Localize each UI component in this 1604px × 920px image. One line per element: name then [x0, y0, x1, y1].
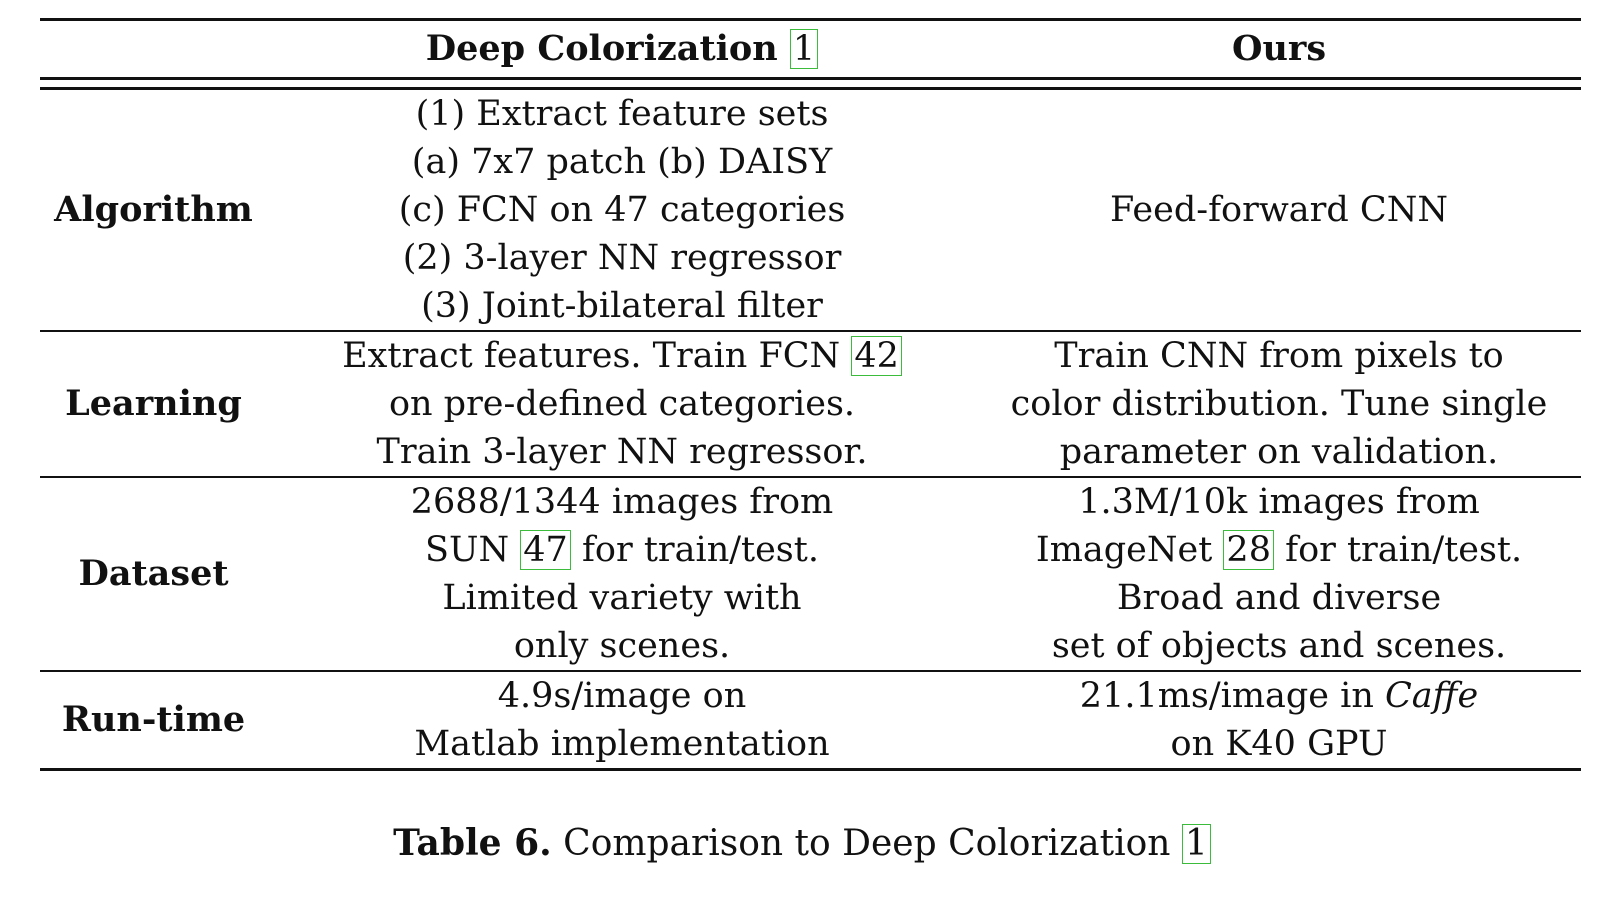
learning-ours-line: Train CNN from pixels to: [1054, 336, 1504, 376]
table-caption: Table 6. Comparison to Deep Colorization…: [0, 822, 1604, 864]
algorithm-deep-line: (3) Joint-bilateral filter: [421, 286, 823, 326]
dataset-ours-line: set of objects and scenes.: [1051, 626, 1507, 666]
algorithm-ours-cell: Feed-forward CNN: [1110, 190, 1448, 230]
dataset-ours-text: for train/test.: [1285, 530, 1523, 570]
citation-link[interactable]: 42: [851, 336, 902, 376]
algorithm-deep-line: (1) Extract feature sets: [415, 94, 829, 134]
learning-deep-text: Extract features. Train FCN: [342, 336, 841, 376]
runtime-ours-line: 21.1ms/image in Caffe: [977, 672, 1581, 720]
learning-ours-line: parameter on validation.: [1059, 432, 1499, 472]
table-row-algorithm: Algorithm (1) Extract feature sets (a) 7…: [40, 90, 1581, 330]
runtime-deep-cell: 4.9s/image on Matlab implementation: [267, 672, 977, 768]
learning-deep-line: on pre-defined categories.: [388, 384, 856, 424]
dataset-deep-line: SUN 47 for train/test.: [267, 526, 977, 574]
learning-ours-line: color distribution. Tune single: [1010, 384, 1548, 424]
runtime-deep-line: 4.9s/image on: [497, 676, 747, 716]
runtime-ours-line: on K40 GPU: [1170, 724, 1388, 764]
algorithm-deep-line: (a) 7x7 patch (b) DAISY: [411, 142, 833, 182]
learning-ours-cell: Train CNN from pixels to color distribut…: [977, 332, 1581, 476]
bottom-rule: [40, 768, 1581, 771]
learning-deep-cell: Extract features. Train FCN 42 on pre-de…: [267, 332, 977, 476]
caption-label: Table 6.: [393, 822, 552, 864]
row-label-runtime: Run-time: [61, 699, 246, 740]
row-divider: [40, 670, 1581, 672]
runtime-ours-text: 21.1ms/image in: [1079, 676, 1374, 716]
algorithm-deep-line: (c) FCN on 47 categories: [398, 190, 846, 230]
row-label-algorithm: Algorithm: [54, 189, 253, 230]
citation-link[interactable]: 28: [1223, 530, 1274, 570]
dataset-ours-line: Broad and diverse: [1116, 578, 1442, 618]
table-row-dataset: Dataset 2688/1344 images from SUN 47 for…: [40, 478, 1581, 670]
dataset-deep-line: 2688/1344 images from: [410, 482, 834, 522]
dataset-ours-line: ImageNet 28 for train/test.: [977, 526, 1581, 574]
runtime-ours-framework: Caffe: [1385, 676, 1479, 716]
dataset-deep-text: for train/test.: [581, 530, 819, 570]
dataset-ours-text: ImageNet: [1035, 530, 1213, 570]
row-divider: [40, 476, 1581, 478]
citation-link[interactable]: 1: [789, 29, 819, 69]
row-label-learning: Learning: [65, 383, 242, 424]
dataset-deep-text: SUN: [425, 530, 510, 570]
comparison-table: Deep Colorization 1 Ours Algorithm (1) E…: [40, 18, 1581, 771]
dataset-ours-line: 1.3M/10k images from: [1078, 482, 1480, 522]
dataset-deep-line: Limited variety with: [442, 578, 802, 618]
table-row-runtime: Run-time 4.9s/image on Matlab implementa…: [40, 672, 1581, 768]
dataset-deep-line: only scenes.: [513, 626, 731, 666]
row-divider: [40, 330, 1581, 332]
table-row-learning: Learning Extract features. Train FCN 42 …: [40, 332, 1581, 476]
row-label-dataset: Dataset: [78, 553, 229, 594]
caption-text: Comparison to Deep Colorization: [563, 823, 1171, 864]
header-deep-colorization: Deep Colorization 1: [267, 21, 977, 77]
header-ours: Ours: [1231, 28, 1327, 69]
dataset-deep-cell: 2688/1344 images from SUN 47 for train/t…: [267, 478, 977, 670]
algorithm-deep-cell: (1) Extract feature sets (a) 7x7 patch (…: [267, 90, 977, 330]
runtime-deep-line: Matlab implementation: [414, 724, 830, 764]
dataset-ours-cell: 1.3M/10k images from ImageNet 28 for tra…: [977, 478, 1581, 670]
runtime-ours-cell: 21.1ms/image in Caffe on K40 GPU: [977, 672, 1581, 768]
header-deep-colorization-label: Deep Colorization: [425, 28, 778, 69]
header-row: Deep Colorization 1 Ours: [40, 21, 1581, 77]
algorithm-deep-line: (2) 3-layer NN regressor: [402, 238, 842, 278]
citation-link[interactable]: 47: [520, 530, 571, 570]
citation-link[interactable]: 1: [1181, 824, 1211, 864]
learning-deep-line: Extract features. Train FCN 42: [267, 332, 977, 380]
header-double-rule: [40, 77, 1581, 90]
top-rule: [40, 18, 1581, 21]
learning-deep-line: Train 3-layer NN regressor.: [376, 432, 868, 472]
